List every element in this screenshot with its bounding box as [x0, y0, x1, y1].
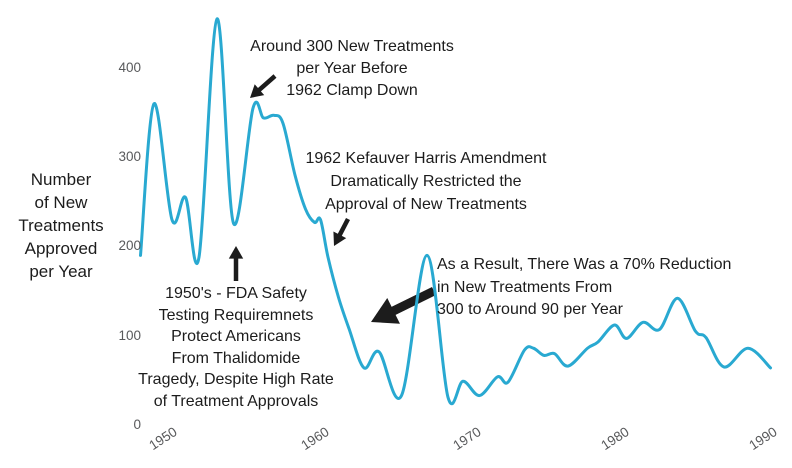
y-tick-label-300: 300: [118, 149, 141, 164]
annotation-kefauver-harris: 1962 Kefauver Harris Amendment Dramatica…: [297, 147, 555, 216]
y-tick-label-400: 400: [118, 60, 141, 75]
annotation-line: From Thalidomide: [171, 349, 301, 367]
annotation-line: Tragedy, Despite High Rate: [138, 371, 334, 388]
annotation-70-percent-reduction: As a Result, There Was a 70% Reduction i…: [437, 254, 747, 322]
kefauver-arrow-icon: [333, 217, 350, 246]
treatments-line-series: [139, 17, 772, 406]
annotation-line: Testing Requiremnets: [158, 306, 314, 324]
annotation-fda-safety-testing: 1950's - FDA Safety Testing Requiremnets…: [117, 283, 355, 412]
annotation-line: Around 300 New Treatments: [250, 38, 454, 55]
annotation-clamp-down: Around 300 New Treatments per Year Befor…: [233, 36, 471, 102]
annotation-line: Dramatically Restricted the: [330, 173, 522, 190]
y-axis-title-line: per Year: [29, 262, 93, 281]
annotation-line: 1950's - FDA Safety: [165, 285, 307, 302]
y-axis-title-line: of New: [34, 193, 88, 212]
annotation-line: per Year Before: [296, 60, 408, 77]
y-tick-label-100: 100: [118, 328, 141, 343]
y-axis-title: Number of New Treatments Approved per Ye…: [0, 168, 122, 283]
fda-safety-arrow-icon: [228, 246, 244, 281]
annotation-line: Approval of New Treatments: [325, 196, 527, 213]
annotation-line: Protect Americans: [171, 328, 301, 345]
y-tick-label-0: 0: [133, 417, 141, 432]
annotation-line: 1962 Kefauver Harris Amendment: [305, 150, 547, 167]
clamp-down-arrow-icon: [250, 74, 277, 98]
y-axis-title-line: Treatments: [18, 216, 104, 235]
annotation-line: in New Treatments From: [437, 278, 613, 296]
annotation-line: As a Result, There Was a 70% Reduction: [437, 256, 732, 273]
reduction-arrow-icon: [371, 286, 436, 324]
y-tick-label-200: 200: [118, 238, 141, 253]
y-axis-title-line: Approved: [24, 239, 98, 258]
y-axis-title-line: Number: [30, 170, 92, 189]
annotation-line: of Treatment Approvals: [153, 392, 319, 410]
annotation-line: 300 to Around 90 per Year: [437, 301, 623, 318]
annotation-line: 1962 Clamp Down: [286, 82, 418, 99]
